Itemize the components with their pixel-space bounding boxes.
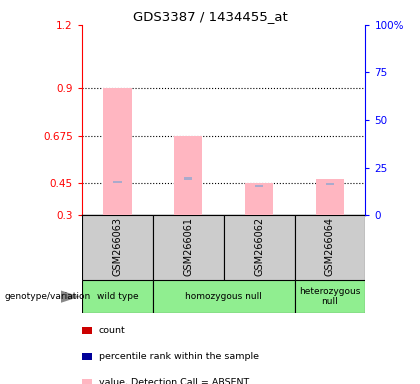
Polygon shape bbox=[61, 290, 80, 303]
Text: GDS3387 / 1434455_at: GDS3387 / 1434455_at bbox=[133, 10, 287, 23]
Bar bbox=[153, 215, 224, 280]
Bar bbox=[174, 136, 202, 215]
Text: GSM266062: GSM266062 bbox=[254, 217, 264, 276]
Text: genotype/variation: genotype/variation bbox=[4, 292, 90, 301]
Bar bbox=[82, 280, 153, 313]
Text: wild type: wild type bbox=[97, 292, 138, 301]
Text: homozygous null: homozygous null bbox=[185, 292, 262, 301]
Bar bbox=[316, 179, 344, 215]
Bar bbox=[184, 177, 192, 180]
Text: GSM266061: GSM266061 bbox=[183, 217, 193, 276]
Bar bbox=[294, 215, 365, 280]
Text: value, Detection Call = ABSENT: value, Detection Call = ABSENT bbox=[99, 378, 249, 384]
Bar bbox=[255, 185, 263, 187]
Bar bbox=[326, 183, 334, 185]
Bar bbox=[245, 184, 273, 215]
Bar bbox=[153, 280, 294, 313]
Bar bbox=[113, 180, 122, 183]
Text: heterozygous
null: heterozygous null bbox=[299, 287, 361, 306]
Text: GSM266064: GSM266064 bbox=[325, 217, 335, 276]
Text: GSM266063: GSM266063 bbox=[112, 217, 122, 276]
Text: count: count bbox=[99, 326, 126, 335]
Bar bbox=[294, 280, 365, 313]
Bar bbox=[103, 88, 131, 215]
Bar bbox=[224, 215, 294, 280]
Bar bbox=[82, 215, 153, 280]
Text: percentile rank within the sample: percentile rank within the sample bbox=[99, 352, 259, 361]
